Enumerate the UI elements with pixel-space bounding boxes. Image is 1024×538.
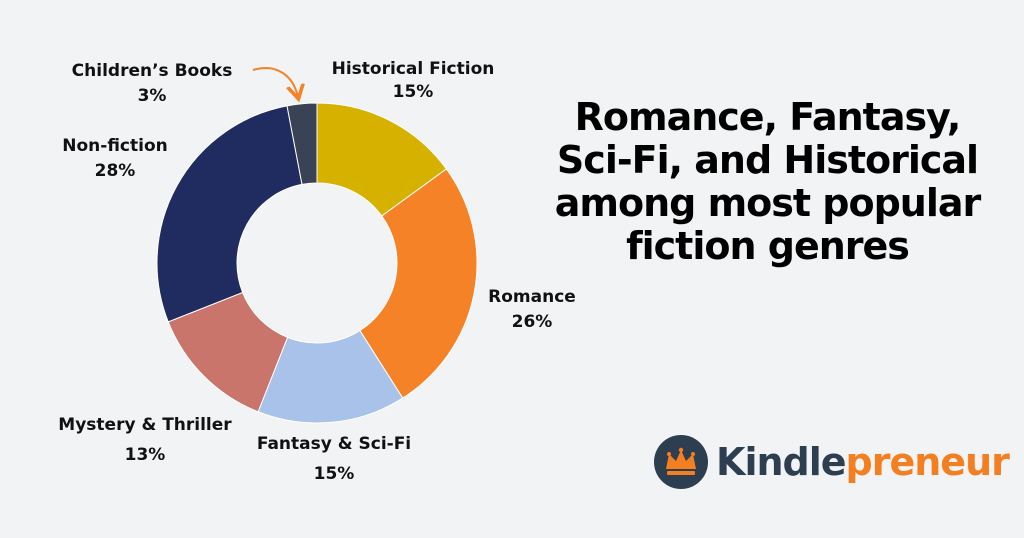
headline: Romance, Fantasy, Sci-Fi, and Historical… (545, 96, 990, 268)
value-non-fiction: 28% (95, 161, 136, 181)
crown-icon (654, 435, 708, 489)
slice-non-fiction (156, 105, 303, 323)
slice-romance (359, 168, 478, 399)
logo-wordmark-kindle: Kindle (716, 440, 847, 484)
value-romance: 26% (512, 312, 553, 332)
annotation-arrow (252, 67, 298, 97)
value-historical-fiction: 15% (393, 82, 434, 102)
label-romance: Romance (488, 287, 576, 307)
kindlepreneur-logo: Kindlepreneur (654, 433, 1010, 491)
value-childrens-books: 3% (138, 86, 167, 106)
slice-children-s-books (286, 102, 318, 186)
label-non-fiction: Non-fiction (62, 136, 167, 156)
headline-line-2: Sci-Fi, and Historical (556, 138, 979, 182)
headline-line-4: fiction genres (626, 224, 910, 268)
label-historical-fiction: Historical Fiction (332, 59, 495, 79)
logo-wordmark-preneur: preneur (845, 440, 1010, 484)
logo-wordmark: Kindlepreneur (716, 440, 1010, 484)
value-fantasy-scifi: 15% (314, 464, 355, 484)
value-mystery-thriller: 13% (125, 445, 166, 465)
label-mystery-thriller: Mystery & Thriller (58, 415, 232, 435)
headline-line-3: among most popular (554, 181, 982, 225)
headline-line-1: Romance, Fantasy, (574, 95, 962, 139)
label-fantasy-scifi: Fantasy & Sci-Fi (257, 434, 411, 454)
label-childrens-books: Children’s Books (72, 61, 233, 81)
